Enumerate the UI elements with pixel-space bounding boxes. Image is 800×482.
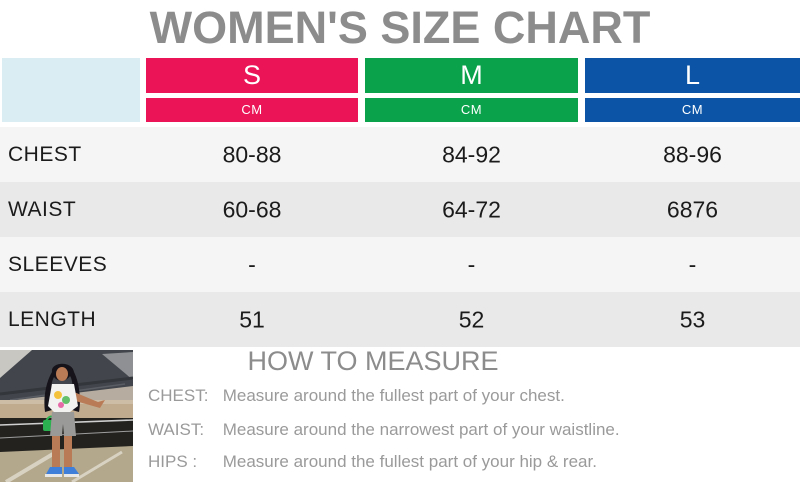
- instruction-chest: CHEST: Measure around the fullest part o…: [148, 386, 748, 408]
- cell-waist-m: 64-72: [442, 196, 501, 222]
- page-title: WOMEN'S SIZE CHART: [149, 2, 651, 53]
- instruction-chest-label: CHEST:: [148, 386, 209, 405]
- size-header-m: M: [365, 58, 578, 93]
- cell-sleeves-m: -: [467, 251, 476, 277]
- table-row-length: LENGTH 51 52 53: [0, 292, 800, 347]
- cell-sleeves-l: -: [688, 251, 697, 277]
- unit-header-m: CM: [365, 98, 578, 122]
- header-spacer-cell: [2, 58, 140, 122]
- cell-chest-m: 84-92: [442, 141, 501, 167]
- cell-waist-s: 60-68: [222, 196, 282, 222]
- instruction-waist-text: Measure around the narrowest part of you…: [222, 420, 620, 439]
- instruction-hips-text: Measure around the fullest part of your …: [222, 452, 597, 471]
- instruction-waist: WAIST: Measure around the narrowest part…: [148, 420, 748, 442]
- table-row-chest: CHEST 80-88 84-92 88-96: [0, 127, 800, 182]
- instruction-waist-label: WAIST:: [148, 420, 205, 439]
- model-photo-illustration: [0, 350, 133, 482]
- cell-length-m: 52: [458, 306, 485, 332]
- cell-length-s: 51: [239, 306, 265, 332]
- cell-waist-l: 6876: [666, 196, 719, 222]
- cell-length-l: 53: [679, 306, 706, 332]
- unit-header-l: CM: [585, 98, 800, 122]
- row-label-length: LENGTH: [8, 307, 97, 331]
- instruction-hips-label: HIPS :: [148, 452, 198, 471]
- table-row-waist: WAIST 60-68 64-72 6876: [0, 182, 800, 237]
- instruction-chest-text: Measure around the fullest part of your …: [222, 386, 565, 405]
- instruction-hips: HIPS : Measure around the fullest part o…: [148, 452, 748, 474]
- size-header-s: S: [146, 58, 358, 93]
- row-label-chest: CHEST: [8, 142, 82, 166]
- model-photo: [0, 350, 133, 482]
- row-label-sleeves: SLEEVES: [8, 252, 108, 276]
- row-label-waist: WAIST: [8, 197, 77, 221]
- table-row-sleeves: SLEEVES - - -: [0, 237, 800, 292]
- size-header-l: L: [585, 58, 800, 93]
- cell-chest-l: 88-96: [663, 141, 722, 167]
- cell-sleeves-s: -: [248, 251, 256, 277]
- cell-chest-s: 80-88: [222, 141, 282, 167]
- unit-header-s: CM: [146, 98, 358, 122]
- how-to-measure-heading: HOW TO MEASURE: [247, 346, 499, 376]
